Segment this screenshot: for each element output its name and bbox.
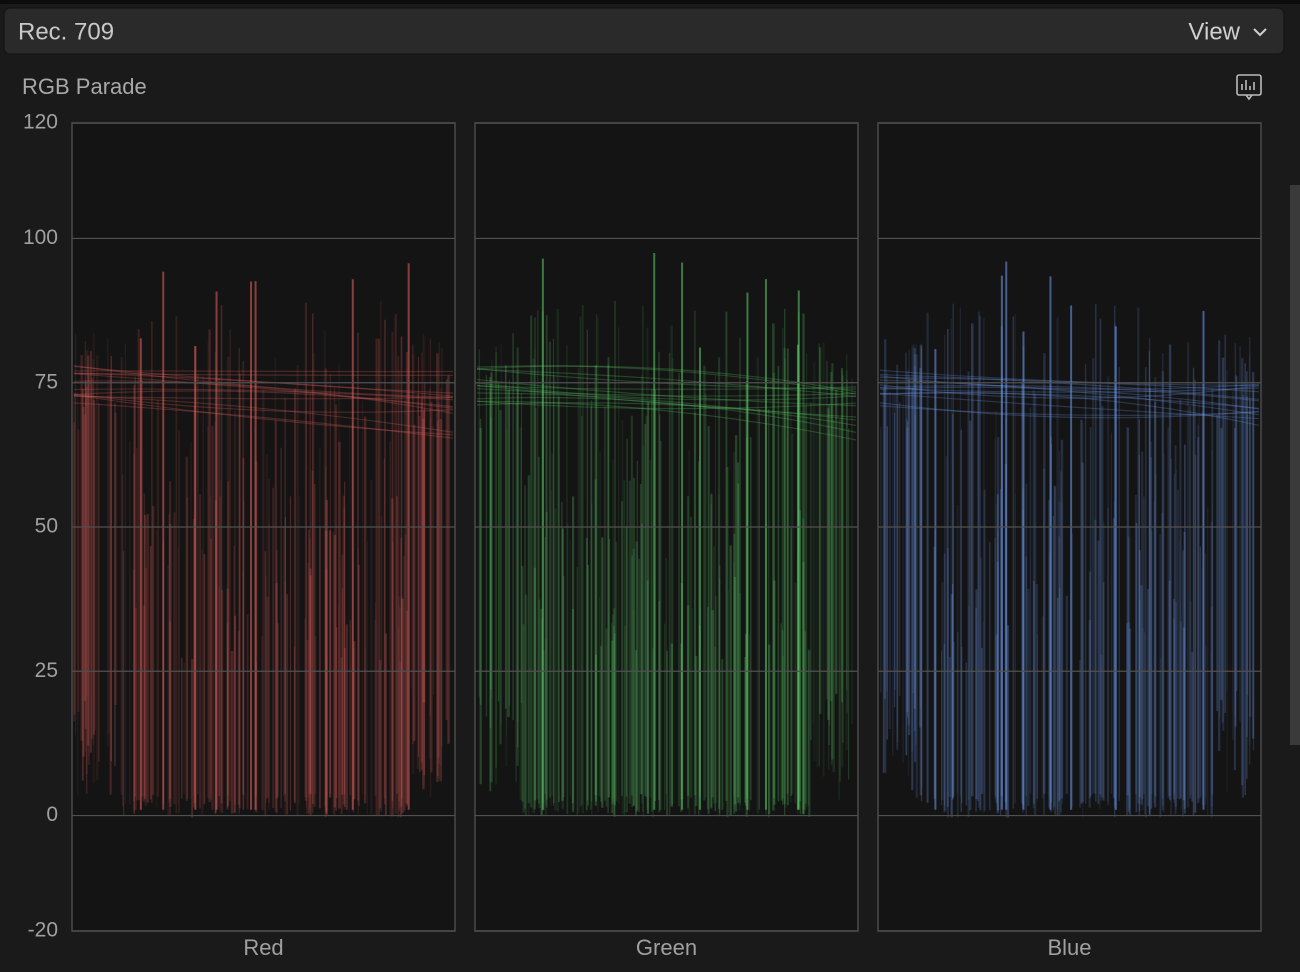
waveform-trace (879, 261, 1260, 818)
y-tick-label: 120 (23, 111, 58, 134)
trace-band (476, 384, 857, 418)
scrollbar[interactable] (1290, 185, 1300, 745)
trace-band (879, 369, 1260, 387)
y-tick-label: 100 (23, 226, 58, 249)
view-menu[interactable]: View (1188, 18, 1267, 45)
trace-band (476, 385, 857, 390)
y-tick-label: 50 (35, 515, 58, 538)
trace-band (879, 392, 1260, 420)
trace-band (879, 374, 1260, 400)
header-bar (3, 7, 1285, 55)
trace-band (879, 379, 1260, 416)
trace-band (73, 365, 454, 398)
panels: 120 100 75 50 25 0 -20 Red Green Blue (23, 111, 1262, 960)
trace-band (476, 400, 857, 441)
trace-band (879, 386, 1260, 410)
icon-bars[interactable] (1241, 80, 1255, 101)
scope-settings-icon[interactable] (1236, 74, 1262, 101)
trace-band (73, 388, 454, 401)
header-title: Rec. 709 (18, 18, 114, 45)
trace-band (73, 390, 454, 409)
trace-band (879, 384, 1260, 402)
trace-band (73, 380, 454, 414)
waveform-trace (476, 252, 857, 818)
trace-band (879, 377, 1260, 393)
waveform-trace (73, 263, 454, 818)
trace-band (879, 384, 1260, 399)
trace-band (879, 387, 1260, 393)
y-tick-label: 75 (35, 370, 58, 393)
trace-band (476, 368, 857, 397)
y-tick-label: 25 (35, 659, 58, 682)
trace-band (73, 372, 454, 397)
trace-band (476, 368, 857, 390)
trace-band (476, 400, 857, 410)
trace-band (73, 394, 454, 436)
trace-band (73, 372, 454, 376)
trace-band (476, 378, 857, 407)
top-edge (0, 0, 1300, 4)
trace-band (73, 393, 454, 413)
trace-band (73, 395, 454, 433)
trace-band (476, 402, 857, 421)
scope-title: RGB Parade (22, 74, 147, 99)
trace-band (73, 395, 454, 400)
chevron-icon[interactable] (1253, 28, 1267, 37)
y-tick-label: 0 (46, 803, 58, 826)
trace-band (476, 382, 857, 401)
trace-band (476, 396, 857, 433)
trace-band (476, 365, 857, 395)
trace-band (879, 405, 1260, 416)
trace-band (73, 370, 454, 373)
panel-label: Red (243, 935, 283, 960)
trace-band (879, 391, 1260, 426)
icon-frame[interactable] (1236, 74, 1262, 96)
trace-band (476, 365, 857, 393)
panel-label: Green (636, 935, 697, 960)
trace-band (879, 375, 1260, 390)
y-tick-label: -20 (28, 919, 58, 942)
trace-band (879, 392, 1260, 409)
trace-band (476, 392, 857, 427)
view-menu-label[interactable]: View (1188, 18, 1240, 45)
trace-band (476, 387, 857, 397)
trace-band (879, 402, 1260, 419)
trace-band (73, 373, 454, 408)
panel-label: Blue (1047, 935, 1091, 960)
trace-band (73, 402, 454, 439)
